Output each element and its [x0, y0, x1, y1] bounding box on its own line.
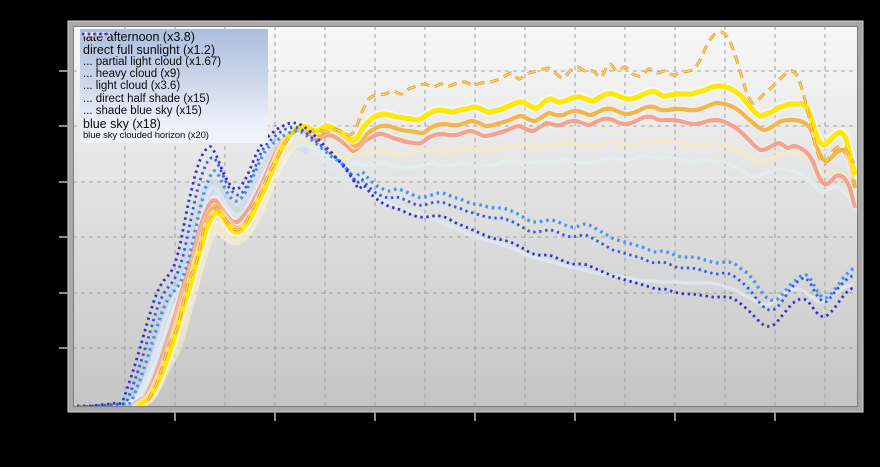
plot-frame-inner: [73, 26, 858, 407]
series-shade-blue-sky: [125, 141, 854, 405]
legend-label: ... shade blue sky (x15): [83, 104, 202, 117]
legend-item-3: ... partial light cloud (x1.67): [82, 31, 264, 69]
series-light-cloud: [139, 138, 858, 404]
legend-label: blue sky clouded horizon (x20): [83, 130, 209, 141]
series-direct-full-sunlight: [136, 83, 858, 409]
legend-item-8: blue sky (x18): [82, 32, 264, 132]
plot-frame: [68, 21, 863, 412]
legend-label: ... light cloud (x3.6): [83, 80, 181, 93]
series-blue-sky-upper-trace: [83, 129, 857, 409]
series-blue-sky-clouded-horizon: [76, 121, 857, 408]
legend-label: direct full sunlight (x1.2): [83, 42, 216, 57]
series-heavy-cloud: [132, 114, 858, 406]
late-afternoon-core: [147, 31, 855, 402]
legend-line-sample-icon: [82, 32, 110, 36]
legend-item-6: ... direct half shade (x15): [82, 32, 264, 106]
series-blue-sky-lower-trace: [79, 125, 857, 409]
legend-label: ... partial light cloud (x1.67): [83, 55, 222, 68]
plot-frame-highlight: [67, 20, 864, 413]
legend-item-5: ... light cloud (x3.6): [82, 32, 264, 93]
legend-label: blue sky (x18): [83, 117, 161, 132]
legend-label: ... heavy cloud (x9): [83, 67, 181, 80]
series-direct-half-shade: [129, 138, 858, 404]
legend-label: late afternoon (x3.8): [83, 30, 195, 44]
legend-item-4: ... heavy cloud (x9): [82, 31, 264, 81]
legend-line-sample-icon: [82, 32, 110, 36]
legend-label: ... direct half shade (x15): [83, 92, 210, 105]
legend-item-9: blue sky clouded horizon (x20): [82, 32, 264, 141]
legend-item-7: ... shade blue sky (x15): [82, 32, 264, 118]
legend-item-2: direct full sunlight (x1.2): [82, 31, 264, 57]
legend-box: late afternoon (x3.8) direct full sunligh…: [80, 29, 268, 143]
